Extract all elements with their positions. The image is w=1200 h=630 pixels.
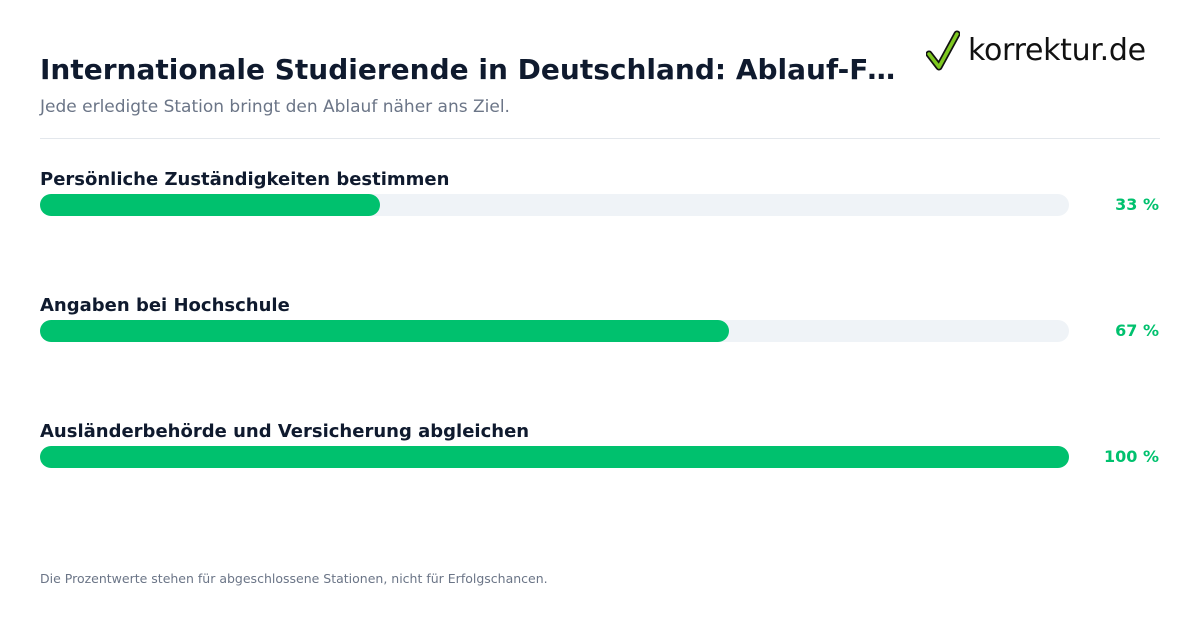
footnote: Die Prozentwerte stehen für abgeschlosse… (40, 571, 548, 586)
brand-logo: korrektur.de (926, 30, 1146, 72)
progress-bar (40, 194, 380, 216)
checkmark-icon (926, 30, 960, 72)
progress-track (40, 320, 1069, 342)
bar-label: Angaben bei Hochschule (40, 295, 290, 316)
bar-label: Ausländerbehörde und Versicherung abglei… (40, 421, 530, 442)
chart-subtitle: Jede erledigte Station bringt den Ablauf… (40, 97, 510, 117)
progress-bar (40, 446, 1069, 468)
bar-value-label: 67 % (1115, 321, 1159, 340)
bar-value-label: 100 % (1104, 447, 1159, 466)
progress-bar (40, 320, 729, 342)
progress-track (40, 194, 1069, 216)
progress-track (40, 446, 1069, 468)
bar-label: Persönliche Zuständigkeiten bestimmen (40, 169, 450, 190)
brand-wordmark: korrektur.de (968, 33, 1146, 68)
bar-value-label: 33 % (1115, 195, 1159, 214)
header-divider (40, 138, 1160, 139)
